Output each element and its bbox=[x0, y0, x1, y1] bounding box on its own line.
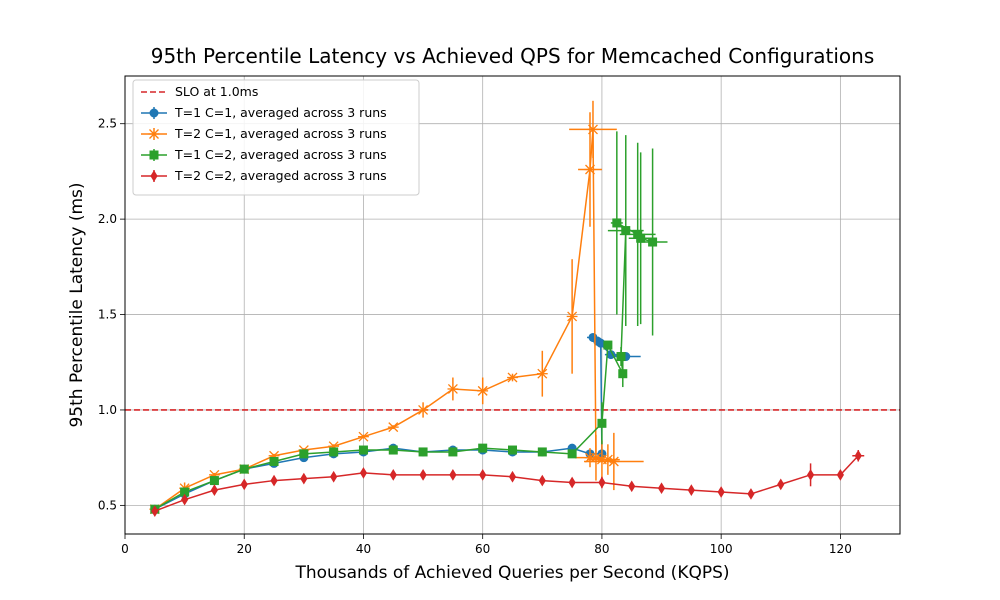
data-point bbox=[536, 368, 548, 379]
legend-swatch-marker bbox=[148, 129, 160, 139]
data-series bbox=[149, 100, 865, 517]
legend-label: T=2 C=2, averaged across 3 runs bbox=[174, 168, 387, 183]
legend-swatch-marker bbox=[150, 170, 158, 182]
legend-swatch-marker bbox=[149, 150, 159, 160]
data-point bbox=[584, 452, 596, 463]
legend-label: T=2 C=1, averaged across 3 runs bbox=[174, 126, 387, 141]
data-point bbox=[508, 470, 517, 483]
plot-area-frame bbox=[124, 75, 901, 535]
data-point bbox=[606, 350, 616, 360]
data-point bbox=[210, 484, 219, 496]
data-point bbox=[806, 468, 815, 481]
data-point bbox=[270, 474, 278, 487]
data-point bbox=[717, 486, 725, 498]
data-point bbox=[566, 311, 578, 322]
series-line bbox=[154, 129, 615, 510]
data-point bbox=[538, 474, 546, 487]
data-point bbox=[687, 484, 695, 496]
x-tick-label: 0 bbox=[121, 542, 129, 556]
data-point bbox=[239, 464, 249, 474]
data-point bbox=[836, 468, 844, 481]
x-tick-label: 100 bbox=[710, 542, 733, 556]
data-point bbox=[330, 470, 338, 483]
data-point bbox=[181, 493, 189, 506]
data-point bbox=[747, 488, 755, 500]
data-point bbox=[598, 476, 606, 489]
data-point bbox=[419, 468, 427, 481]
y-tick-label: 2.0 bbox=[98, 212, 117, 226]
data-point bbox=[584, 164, 596, 175]
x-tick-label: 80 bbox=[594, 542, 609, 556]
data-point bbox=[636, 233, 646, 243]
series-4 bbox=[151, 449, 865, 517]
data-point bbox=[479, 468, 487, 481]
data-point bbox=[597, 418, 607, 428]
data-point bbox=[300, 472, 308, 485]
series-3 bbox=[150, 131, 668, 514]
data-point bbox=[537, 447, 547, 457]
legend-swatch-marker bbox=[149, 108, 159, 118]
data-point bbox=[616, 352, 626, 362]
data-point bbox=[269, 456, 279, 466]
y-tick-label: 1.5 bbox=[98, 308, 117, 322]
data-point bbox=[612, 218, 622, 228]
data-point bbox=[603, 340, 613, 350]
data-point bbox=[448, 447, 458, 457]
legend-label-slo: SLO at 1.0ms bbox=[175, 84, 258, 99]
legend-swatch bbox=[141, 170, 167, 182]
legend-label: T=1 C=1, averaged across 3 runs bbox=[174, 105, 387, 120]
data-point bbox=[209, 476, 219, 486]
data-point bbox=[389, 468, 397, 481]
data-point bbox=[418, 447, 428, 457]
data-point bbox=[359, 467, 368, 479]
data-point bbox=[240, 478, 248, 491]
data-point bbox=[449, 468, 457, 481]
x-tick-label: 20 bbox=[237, 542, 252, 556]
legend-swatch bbox=[141, 149, 167, 161]
data-point bbox=[387, 422, 399, 433]
data-point bbox=[477, 385, 489, 396]
chart-title: 95th Percentile Latency vs Achieved QPS … bbox=[151, 44, 875, 68]
data-point bbox=[587, 124, 599, 135]
data-point bbox=[657, 482, 666, 495]
data-point bbox=[777, 478, 785, 491]
data-point bbox=[447, 384, 459, 394]
data-point bbox=[299, 449, 309, 459]
data-point bbox=[417, 404, 429, 415]
data-point bbox=[568, 476, 576, 489]
data-point bbox=[478, 443, 488, 453]
data-point bbox=[388, 445, 398, 455]
x-tick-label: 120 bbox=[829, 542, 852, 556]
axes: 0 20 40 60 80 100 120 0.5 1.0 1.5 2.0 2.5 bbox=[98, 117, 852, 556]
legend-swatch bbox=[141, 128, 167, 140]
data-point bbox=[508, 445, 517, 455]
data-point bbox=[180, 487, 190, 497]
data-point bbox=[648, 237, 658, 247]
data-point bbox=[854, 449, 862, 462]
y-tick-label: 0.5 bbox=[98, 498, 117, 512]
data-point bbox=[358, 431, 369, 442]
data-point bbox=[358, 445, 368, 455]
x-tick-label: 40 bbox=[356, 542, 371, 556]
data-point bbox=[618, 369, 628, 379]
data-point bbox=[608, 456, 620, 467]
legend: SLO at 1.0ms T=1 C=1, averaged across 3 r… bbox=[132, 79, 420, 196]
data-point bbox=[567, 449, 577, 459]
legend-label: T=1 C=2, averaged across 3 runs bbox=[174, 147, 387, 162]
data-point bbox=[621, 226, 631, 236]
legend-swatch bbox=[141, 107, 167, 119]
x-axis-title: Thousands of Achieved Queries per Second… bbox=[294, 563, 729, 583]
y-tick-label: 1.0 bbox=[98, 403, 117, 417]
y-axis-title: 95th Percentile Latency (ms) bbox=[67, 182, 87, 427]
data-point bbox=[151, 505, 159, 517]
data-point bbox=[628, 480, 636, 493]
y-tick-label: 2.5 bbox=[98, 117, 117, 131]
data-point bbox=[329, 447, 339, 457]
data-point bbox=[507, 372, 518, 383]
x-tick-label: 60 bbox=[475, 542, 490, 556]
legend-box bbox=[132, 79, 420, 196]
